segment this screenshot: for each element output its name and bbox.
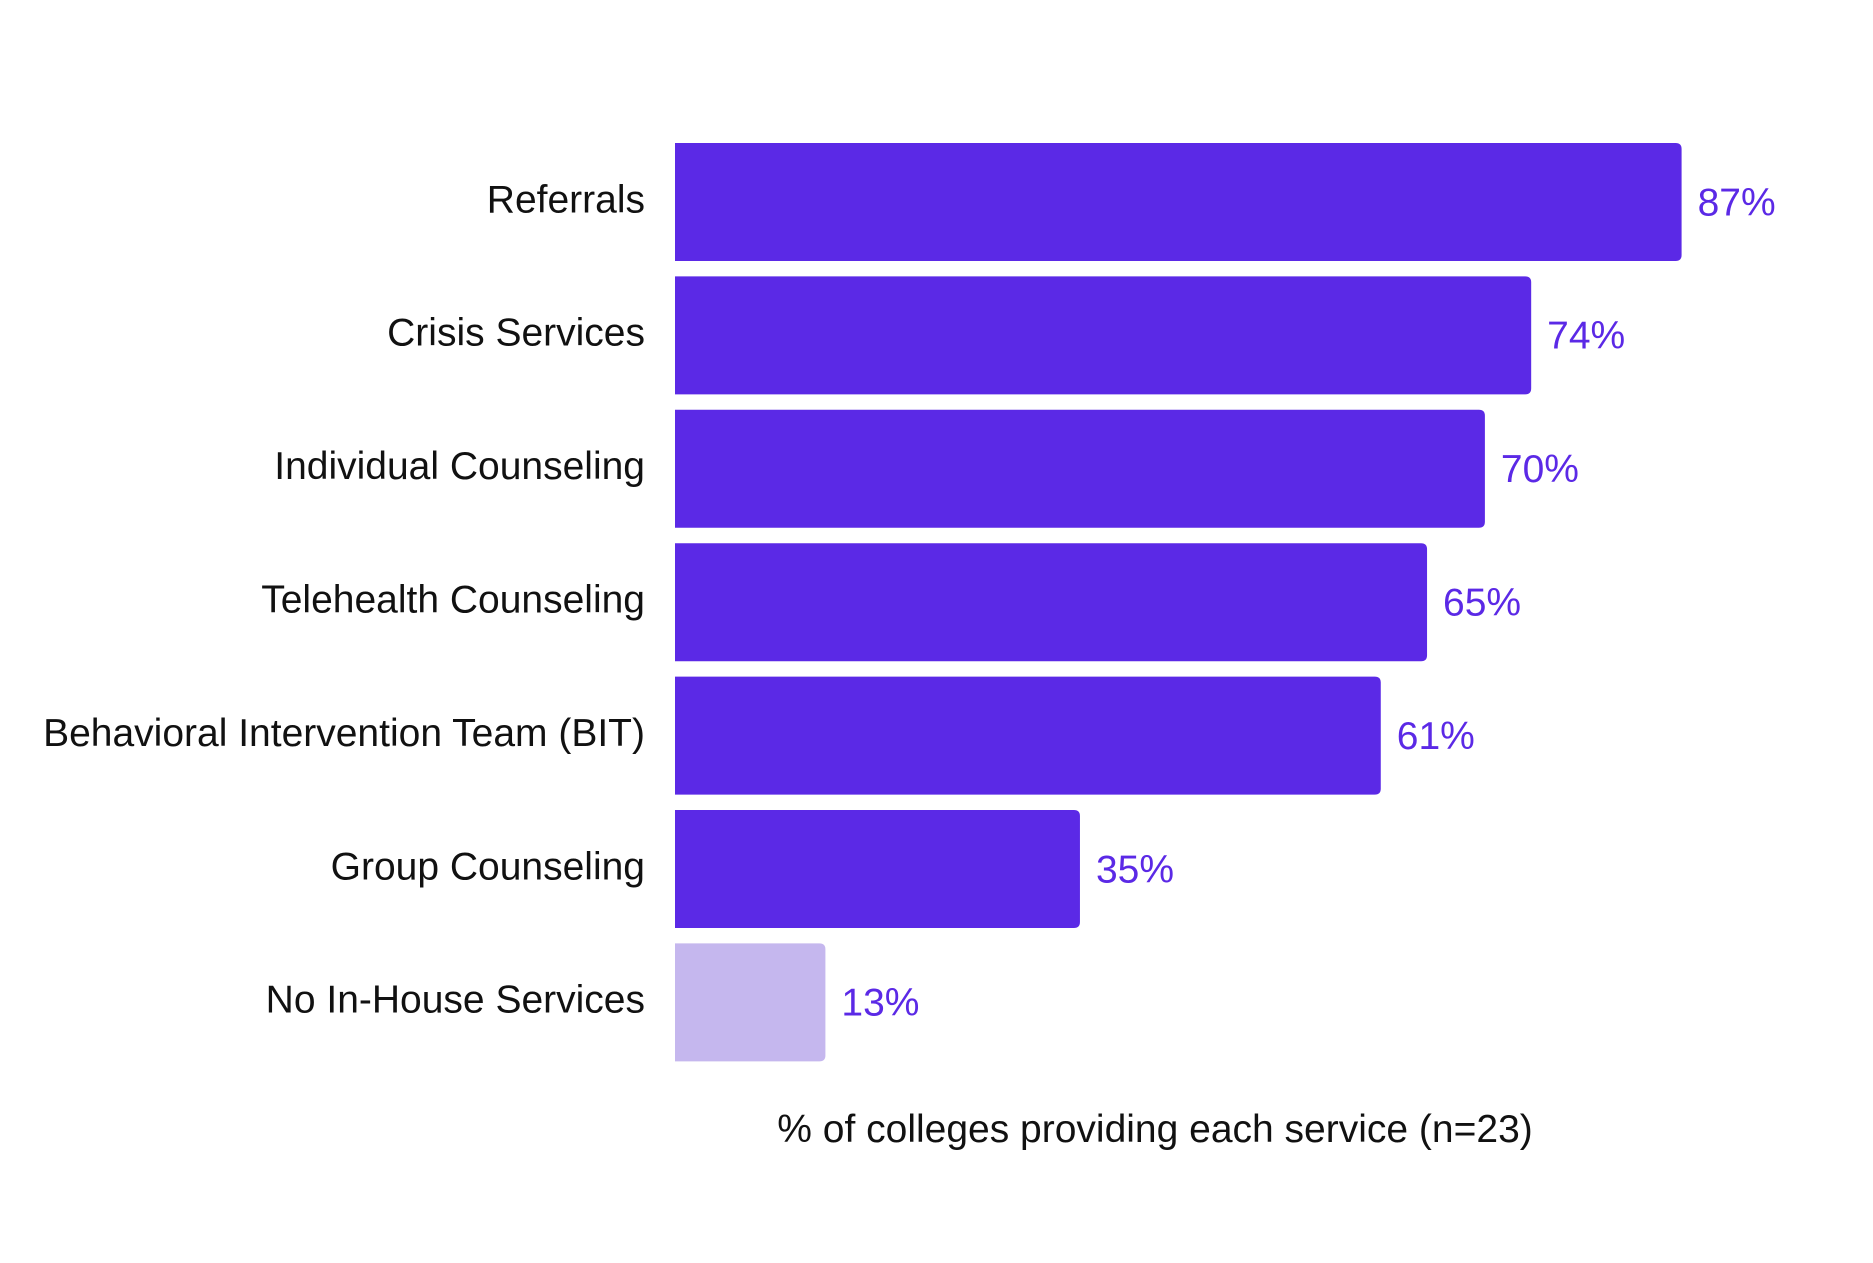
value-label-6: 13% xyxy=(841,982,919,1025)
bar-5 xyxy=(675,810,1080,928)
value-label-3: 65% xyxy=(1443,581,1521,624)
bars-group xyxy=(675,143,1682,1062)
bar-2 xyxy=(675,409,1485,528)
category-label-5: Group Counseling xyxy=(331,845,645,888)
category-label-4: Behavioral Intervention Team (BIT) xyxy=(43,712,645,755)
category-labels-group: Referrals Crisis Services Individual Couns… xyxy=(43,178,645,1021)
value-labels-group: 87% 74% 70% 65% 61% 35% 13% xyxy=(841,181,1775,1024)
x-axis-label: % of colleges providing each service (n=… xyxy=(777,1108,1533,1151)
bar-4 xyxy=(675,676,1381,795)
bar-0 xyxy=(675,143,1682,261)
category-label-1: Crisis Services xyxy=(387,312,645,355)
category-label-6: No In-House Services xyxy=(266,979,645,1022)
value-label-2: 70% xyxy=(1501,448,1579,491)
value-label-4: 61% xyxy=(1397,715,1475,758)
bar-1 xyxy=(675,276,1532,395)
category-label-3: Telehealth Counseling xyxy=(261,578,645,621)
bar-3 xyxy=(675,543,1428,662)
value-label-5: 35% xyxy=(1096,848,1174,891)
bar-6 xyxy=(675,943,826,1062)
value-label-1: 74% xyxy=(1547,315,1625,358)
value-label-0: 87% xyxy=(1698,181,1776,224)
category-label-2: Individual Counseling xyxy=(274,445,645,488)
category-label-0: Referrals xyxy=(487,178,645,221)
